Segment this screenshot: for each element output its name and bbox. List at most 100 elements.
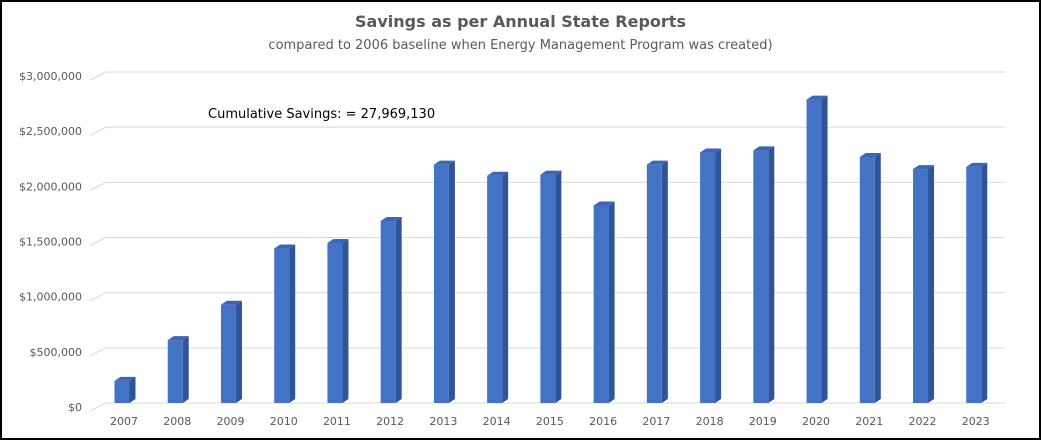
bar-side <box>768 146 775 403</box>
bar-front <box>753 150 769 403</box>
bar-front <box>859 156 875 403</box>
bars <box>114 95 988 403</box>
bar-side <box>928 165 935 403</box>
x-tick-label: 2022 <box>909 415 937 428</box>
bar-2022 <box>913 165 935 403</box>
bar-top <box>487 171 509 176</box>
cumulative-savings-annotation: Cumulative Savings: = 27,969,130 <box>208 107 435 122</box>
bar-top <box>913 165 935 170</box>
bar-front <box>380 220 396 403</box>
bar-top <box>646 160 668 165</box>
bar-2019 <box>753 146 775 403</box>
bar-2009 <box>220 300 242 403</box>
x-tick-label: 2012 <box>376 415 404 428</box>
x-tick-label: 2020 <box>802 415 830 428</box>
y-tick-label: $2,000,000 <box>19 180 82 193</box>
gridline-perspective <box>89 71 107 81</box>
x-tick-label: 2016 <box>589 415 617 428</box>
bar-top <box>327 239 349 244</box>
bar-front <box>593 205 609 403</box>
y-tick-label: $1,000,000 <box>19 291 82 304</box>
bar-front <box>433 164 449 403</box>
y-tick-label: $3,000,000 <box>19 70 82 83</box>
y-tick-label: $500,000 <box>30 346 83 359</box>
gridline-perspective <box>89 126 107 136</box>
bar-front <box>487 175 503 403</box>
bar-front <box>327 243 343 403</box>
gridline-perspective <box>89 402 107 412</box>
bar-top <box>167 336 189 341</box>
bar-2008 <box>167 336 189 403</box>
bar-top <box>700 148 722 153</box>
bar-2011 <box>327 239 349 403</box>
bar-front <box>806 99 822 403</box>
bar-front <box>966 166 982 403</box>
x-tick-label: 2018 <box>696 415 724 428</box>
chart-title: Savings as per Annual State Reports <box>355 12 686 31</box>
bar-2014 <box>487 171 509 403</box>
chart-subtitle: compared to 2006 baseline when Energy Ma… <box>268 38 773 53</box>
x-tick-label: 2019 <box>749 415 777 428</box>
bar-top <box>806 95 828 100</box>
bar-top <box>274 244 296 249</box>
bar-top <box>859 152 881 157</box>
bar-front <box>274 248 290 403</box>
bar-side <box>821 95 828 403</box>
bar-front <box>700 152 716 403</box>
bar-side <box>395 216 402 403</box>
bar-top <box>966 162 988 167</box>
bar-2007 <box>114 376 136 403</box>
x-tick-label: 2007 <box>110 415 138 428</box>
bar-side <box>555 170 562 403</box>
bar-2017 <box>646 160 668 403</box>
bar-side <box>661 160 668 403</box>
gridline-perspective <box>89 237 107 246</box>
x-tick-label: 2013 <box>429 415 457 428</box>
bar-side <box>129 376 136 403</box>
bar-side <box>182 336 189 403</box>
bar-side <box>235 300 242 403</box>
x-tick-label: 2011 <box>323 415 351 428</box>
bar-side <box>502 171 509 403</box>
y-tick-label: $1,500,000 <box>19 236 82 249</box>
x-tick-label: 2017 <box>642 415 670 428</box>
x-tick-label: 2008 <box>163 415 191 428</box>
bar-front <box>540 174 556 403</box>
bar-front <box>646 164 662 403</box>
bar-side <box>289 244 296 403</box>
bar-2015 <box>540 170 562 403</box>
x-tick-label: 2009 <box>216 415 244 428</box>
bar-side <box>874 152 881 403</box>
gridline-perspective <box>89 292 107 302</box>
bar-side <box>981 162 988 403</box>
bar-2018 <box>700 148 722 403</box>
x-tick-label: 2021 <box>855 415 883 428</box>
bar-front <box>167 340 183 403</box>
bar-2023 <box>966 162 988 403</box>
x-tick-label: 2014 <box>483 415 511 428</box>
x-tick-label: 2010 <box>270 415 298 428</box>
bar-2021 <box>859 152 881 403</box>
bar-side <box>448 160 455 403</box>
bar-front <box>220 304 236 403</box>
bar-top <box>433 160 455 165</box>
y-tick-label: $0 <box>68 401 82 414</box>
bar-top <box>114 376 136 381</box>
bar-top <box>593 201 615 206</box>
gridline-perspective <box>89 347 107 357</box>
bar-2013 <box>433 160 455 403</box>
gridline-perspective <box>89 181 107 191</box>
bar-front <box>114 380 130 403</box>
bar-side <box>342 239 349 403</box>
bar-top <box>380 216 402 221</box>
bar-side <box>608 201 615 403</box>
x-tick-label: 2023 <box>962 415 990 428</box>
bar-top <box>753 146 775 151</box>
bar-top <box>540 170 562 175</box>
x-axis: 2007 2008 2009 2010 2011 2012 2013 2014 2015 2016… <box>110 415 990 428</box>
y-axis: $0 $500,000 $1,000,000 $1,500,000 $2,000,000… <box>19 70 82 414</box>
bar-top <box>220 300 242 305</box>
bar-2016 <box>593 201 615 403</box>
bar-2010 <box>274 244 296 403</box>
